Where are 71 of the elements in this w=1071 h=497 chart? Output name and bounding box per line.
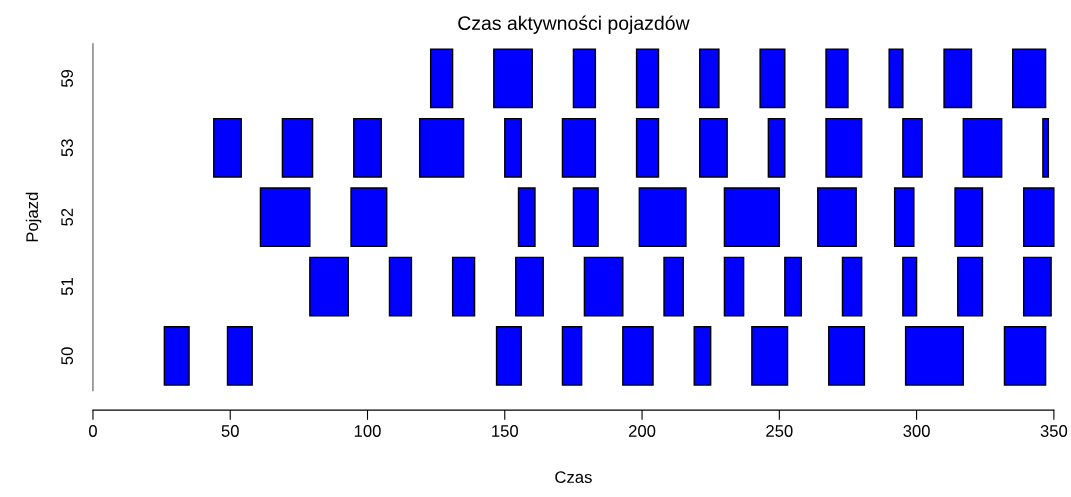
bar xyxy=(583,256,624,317)
x-axis-title: Czas xyxy=(555,471,592,483)
bar xyxy=(451,256,476,317)
x-tick-label: 300 xyxy=(903,425,930,437)
bar xyxy=(572,48,597,109)
bar xyxy=(515,256,544,317)
bar xyxy=(902,256,918,317)
bar xyxy=(388,256,413,317)
bar xyxy=(353,117,382,178)
chart-title: Czas aktywności pojazdów xyxy=(458,15,690,34)
bar xyxy=(957,256,984,317)
x-tick-label: 200 xyxy=(628,425,656,437)
bar xyxy=(699,117,728,178)
bar xyxy=(517,187,536,248)
bar xyxy=(572,187,599,248)
bar xyxy=(825,117,863,178)
bar xyxy=(817,187,857,248)
bar xyxy=(635,117,660,178)
bar xyxy=(723,256,745,317)
bar xyxy=(309,256,349,317)
bar xyxy=(954,187,984,248)
bar xyxy=(962,117,1003,178)
bar xyxy=(888,48,904,109)
bar xyxy=(495,326,522,386)
bar xyxy=(943,48,973,109)
bar xyxy=(663,256,684,317)
bar xyxy=(904,326,964,386)
bar xyxy=(504,117,522,178)
bar xyxy=(1022,187,1055,248)
x-tick-label: 0 xyxy=(88,425,97,437)
bar xyxy=(561,117,597,178)
x-tick-label: 150 xyxy=(492,425,519,437)
bar xyxy=(622,326,654,386)
bar xyxy=(493,48,533,109)
bar xyxy=(699,48,720,109)
bar xyxy=(418,117,465,178)
bar xyxy=(693,326,712,386)
y-tick-label: 52 xyxy=(61,208,73,226)
bar xyxy=(259,187,311,248)
bar xyxy=(429,48,454,109)
bar xyxy=(828,326,866,386)
bar xyxy=(751,326,789,386)
bar xyxy=(638,187,687,248)
bar xyxy=(723,187,781,248)
bar xyxy=(825,48,849,109)
bar xyxy=(1042,117,1050,178)
bar xyxy=(213,117,242,178)
x-tick-label: 50 xyxy=(221,425,239,437)
bar xyxy=(1022,256,1052,317)
y-axis-title: Pojazd xyxy=(25,192,42,242)
bar xyxy=(784,256,802,317)
y-tick-label: 50 xyxy=(61,347,73,365)
bar xyxy=(893,187,915,248)
bar xyxy=(635,48,660,109)
bar xyxy=(841,256,863,317)
bar xyxy=(350,187,388,248)
bar xyxy=(163,326,190,386)
bar xyxy=(759,48,786,109)
y-tick-label: 53 xyxy=(61,139,73,157)
bar xyxy=(1003,326,1047,386)
bar xyxy=(767,117,786,178)
x-tick-label: 100 xyxy=(354,425,381,437)
bar xyxy=(226,326,253,386)
bar xyxy=(281,117,314,178)
bar xyxy=(1011,48,1047,109)
y-tick-label: 51 xyxy=(61,278,73,296)
y-tick-label: 59 xyxy=(61,69,73,88)
bar xyxy=(561,326,583,386)
x-tick-label: 250 xyxy=(766,425,793,437)
bar xyxy=(902,117,923,178)
x-tick-label: 350 xyxy=(1040,425,1068,437)
